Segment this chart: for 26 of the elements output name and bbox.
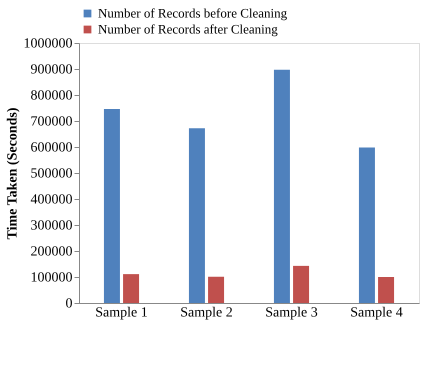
- y-tick-label: 800000: [30, 88, 72, 104]
- bar: [188, 128, 205, 303]
- legend-label: Number of Records after Cleaning: [98, 22, 278, 36]
- y-tick-label: 200000: [30, 244, 72, 260]
- x-tick-label: Sample 4: [350, 306, 403, 320]
- bar: [293, 266, 310, 303]
- y-tick-label: 400000: [30, 192, 72, 208]
- y-tick-label: 1000000: [24, 36, 72, 52]
- y-tick-label: 300000: [30, 218, 72, 234]
- x-tick-label: Sample 3: [265, 306, 318, 320]
- y-tick-label: 100000: [30, 270, 72, 286]
- y-tick-label: 600000: [30, 140, 72, 156]
- y-tick-label: 0: [66, 296, 72, 312]
- bar: [123, 274, 140, 303]
- y-axis-title: Time Taken (Seconds): [6, 107, 20, 240]
- y-tick-label: 700000: [30, 114, 72, 130]
- bar: [104, 109, 120, 303]
- bar: [274, 70, 290, 303]
- bar: [208, 276, 224, 303]
- bar: [358, 148, 375, 303]
- x-tick-label: Sample 1: [95, 306, 148, 320]
- legend-label: Number of Records before Cleaning: [98, 6, 288, 20]
- bar: [378, 277, 394, 303]
- y-tick-label: 500000: [30, 166, 72, 182]
- y-tick-label: 900000: [30, 62, 72, 78]
- x-tick-label: Sample 2: [180, 306, 233, 320]
